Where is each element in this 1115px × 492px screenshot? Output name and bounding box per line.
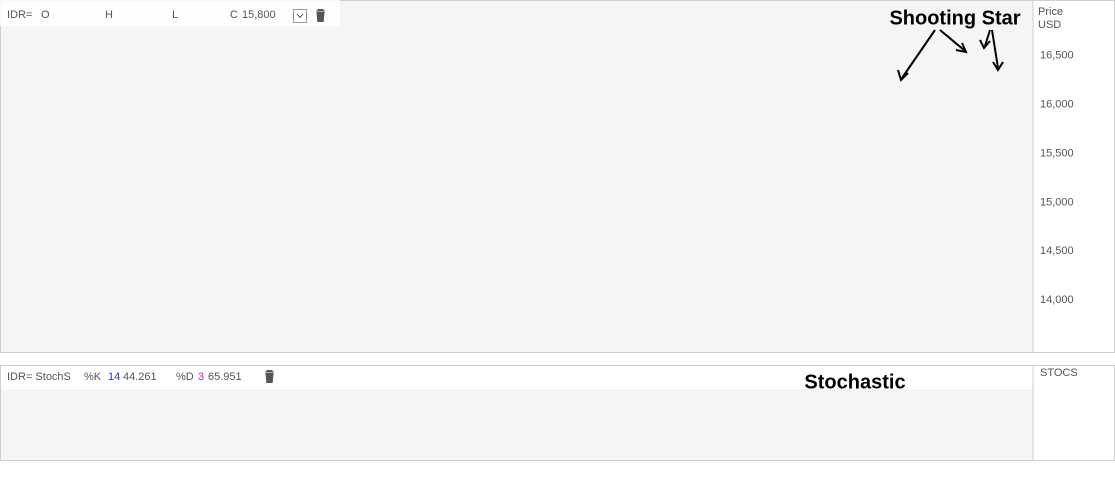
k-name: %K xyxy=(84,371,102,383)
field-low: L xyxy=(172,9,178,21)
pattern-annotation: Shooting Star xyxy=(889,7,1020,29)
arrow-head xyxy=(979,39,991,50)
arrow xyxy=(991,29,999,69)
d-period: 3 xyxy=(198,371,204,383)
y-tick-label: 14,500 xyxy=(1040,245,1074,257)
close-value: 15,800 xyxy=(242,9,276,21)
labels: IDR= O H L C 15,800 Price USD Shooting S… xyxy=(0,0,1078,394)
k-period: 14 xyxy=(108,371,120,383)
delete-icon[interactable] xyxy=(316,9,325,22)
toolbar-bg xyxy=(0,0,340,26)
stoch-legend: IDR= StochS xyxy=(7,371,71,383)
stoch-plot-area xyxy=(1,389,1033,460)
dropdown-icon xyxy=(296,13,304,19)
arrow-head xyxy=(897,69,909,82)
price-axis-title: Price xyxy=(1038,6,1063,18)
y-tick-label: 15,500 xyxy=(1040,147,1074,159)
k-value: 44.261 xyxy=(123,371,157,383)
arrow xyxy=(984,29,991,47)
price-axis-unit: USD xyxy=(1038,19,1061,31)
arrow-head xyxy=(992,61,1004,72)
stoch-axis-title: STOCS xyxy=(1040,367,1078,379)
y-tick-label: 14,000 xyxy=(1040,294,1074,306)
arrow xyxy=(939,29,965,51)
y-tick-label: 16,500 xyxy=(1040,50,1074,62)
annotation-arrows xyxy=(897,29,1004,82)
arrow xyxy=(901,29,936,79)
stoch-annotation: Stochastic xyxy=(804,371,905,393)
d-value: 65.951 xyxy=(208,371,242,383)
field-close: C xyxy=(230,9,238,21)
y-tick-label: 15,000 xyxy=(1040,196,1074,208)
field-open: O xyxy=(41,9,50,21)
symbol: IDR= xyxy=(7,9,32,21)
delete-icon[interactable] xyxy=(265,370,274,383)
d-name: %D xyxy=(176,371,194,383)
dropdown-button[interactable] xyxy=(293,9,307,23)
price-plot-area xyxy=(0,0,1033,352)
backgrounds xyxy=(0,0,1115,461)
arrow-head xyxy=(955,42,968,54)
field-high: H xyxy=(105,9,113,21)
y-tick-label: 16,000 xyxy=(1040,99,1074,111)
